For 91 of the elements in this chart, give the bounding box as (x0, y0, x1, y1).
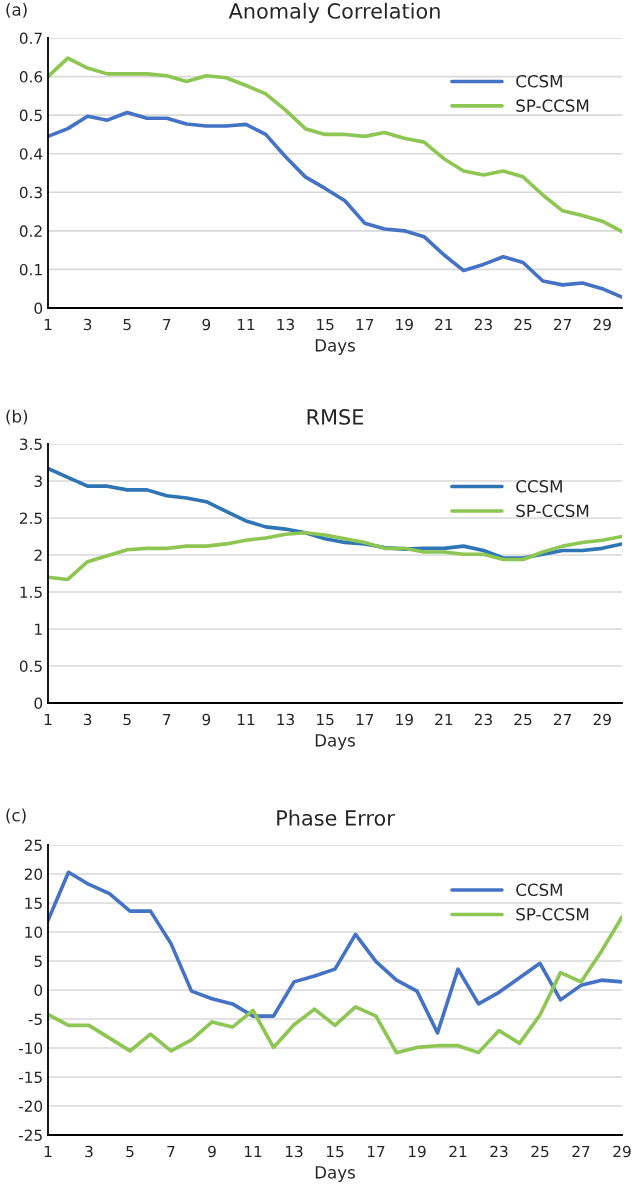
x-tick-label: 25 (531, 1145, 549, 1158)
x-tick-label: 9 (202, 713, 211, 726)
y-tick-label: -15 (18, 1071, 42, 1084)
x-tick-label: 21 (435, 713, 453, 726)
y-tick-label: 1 (35, 623, 42, 635)
x-tick-label: 11 (237, 318, 255, 331)
text: (a) (6, 2, 27, 18)
x-tick-label: 19 (408, 1145, 426, 1158)
x-tick-label: 7 (167, 1145, 175, 1158)
y-tick-label: -25 (18, 1129, 42, 1142)
y-tick-label: 0.1 (19, 263, 42, 276)
legend-label: SP-CCSM (516, 907, 589, 921)
x-tick-label: 27 (554, 318, 572, 331)
x-tick-label: 5 (123, 318, 131, 331)
y-tick-label: 0.2 (19, 225, 42, 237)
line-series (48, 870, 622, 1035)
line-series (48, 110, 622, 300)
y-tick-label: -5 (28, 1013, 42, 1026)
x-tick-label: 5 (123, 713, 131, 726)
x-tick-label: 23 (490, 1145, 508, 1158)
y-tick-label: 5 (34, 955, 42, 968)
line-series (48, 56, 622, 234)
y-tick-label: 25 (24, 839, 42, 852)
y-tick-label: 2.5 (19, 512, 42, 525)
x-axis-title: Days (315, 734, 355, 750)
x-tick-label: 23 (474, 713, 492, 726)
chart-title: RMSE (307, 409, 364, 425)
legend-label: SP-CCSM (516, 99, 589, 112)
x-tick-label: 19 (396, 713, 413, 726)
y-tick-label: 3 (34, 475, 42, 488)
y-tick-label: 15 (25, 897, 42, 910)
x-tick-label: 29 (593, 713, 611, 726)
legend-label: CCSM (516, 74, 562, 88)
y-tick-label: 0.5 (19, 660, 42, 673)
text: (c) (6, 808, 26, 824)
x-tick-label: 13 (277, 318, 295, 331)
legend-label: SP-CCSM (516, 504, 589, 518)
x-tick-label: 3 (83, 318, 92, 331)
line-series (48, 530, 622, 582)
x-axis-title: Days (315, 1166, 355, 1182)
chart-title: Phase Error (277, 809, 395, 826)
y-tick-label: 0 (34, 984, 43, 997)
x-tick-label: 19 (396, 318, 413, 331)
y-tick-label: 0 (34, 697, 43, 710)
x-tick-label: 5 (126, 1145, 134, 1158)
x-tick-label: 27 (572, 1145, 590, 1158)
y-tick-label: 20 (24, 868, 43, 881)
y-tick-label: -10 (18, 1042, 43, 1055)
x-tick-label: 23 (474, 318, 492, 331)
x-tick-label: 15 (317, 713, 334, 726)
x-tick-label: 29 (593, 318, 611, 331)
y-tick-label: 1.5 (20, 586, 42, 599)
x-tick-label: 21 (449, 1145, 467, 1158)
x-tick-label: 27 (554, 713, 572, 726)
y-tick-label: 0.3 (19, 186, 42, 199)
x-tick-label: 11 (237, 713, 255, 726)
x-tick-label: 17 (356, 318, 374, 331)
x-tick-label: 25 (514, 713, 532, 726)
x-axis-title: Days (315, 339, 355, 355)
y-tick-label: 0.4 (19, 148, 43, 160)
y-tick-label: 2 (34, 549, 42, 561)
x-tick-label: 21 (435, 318, 453, 331)
x-tick-label: 25 (514, 318, 532, 331)
x-tick-label: 3 (83, 713, 92, 726)
x-tick-label: 13 (277, 713, 295, 726)
x-tick-label: 1 (44, 318, 52, 331)
y-tick-label: 0.6 (19, 71, 43, 83)
x-tick-label: 17 (367, 1145, 385, 1158)
y-tick-label: -20 (18, 1100, 43, 1113)
y-tick-label: 10 (25, 926, 43, 939)
x-tick-label: 15 (326, 1145, 344, 1158)
x-tick-label: 9 (208, 1145, 216, 1158)
y-tick-label: 0 (34, 302, 43, 315)
chart-title: Anomaly Correlation (228, 2, 440, 23)
x-tick-label: 7 (163, 713, 171, 726)
x-tick-label: 1 (44, 713, 52, 726)
x-tick-label: 29 (613, 1145, 631, 1158)
text: (b) (6, 409, 28, 425)
x-tick-label: 3 (85, 1145, 93, 1158)
y-tick-label: 3.5 (20, 438, 42, 451)
x-tick-label: 7 (163, 318, 171, 331)
x-tick-label: 15 (317, 318, 334, 331)
y-tick-label: 0.5 (19, 109, 42, 122)
x-tick-label: 1 (44, 1145, 52, 1158)
y-tick-label: 0.7 (19, 32, 42, 45)
x-tick-label: 17 (356, 713, 374, 726)
legend-label: CCSM (516, 883, 562, 897)
legend-label: CCSM (516, 480, 562, 493)
x-tick-label: 13 (285, 1145, 303, 1158)
x-tick-label: 9 (202, 318, 211, 331)
x-tick-label: 11 (244, 1145, 262, 1158)
